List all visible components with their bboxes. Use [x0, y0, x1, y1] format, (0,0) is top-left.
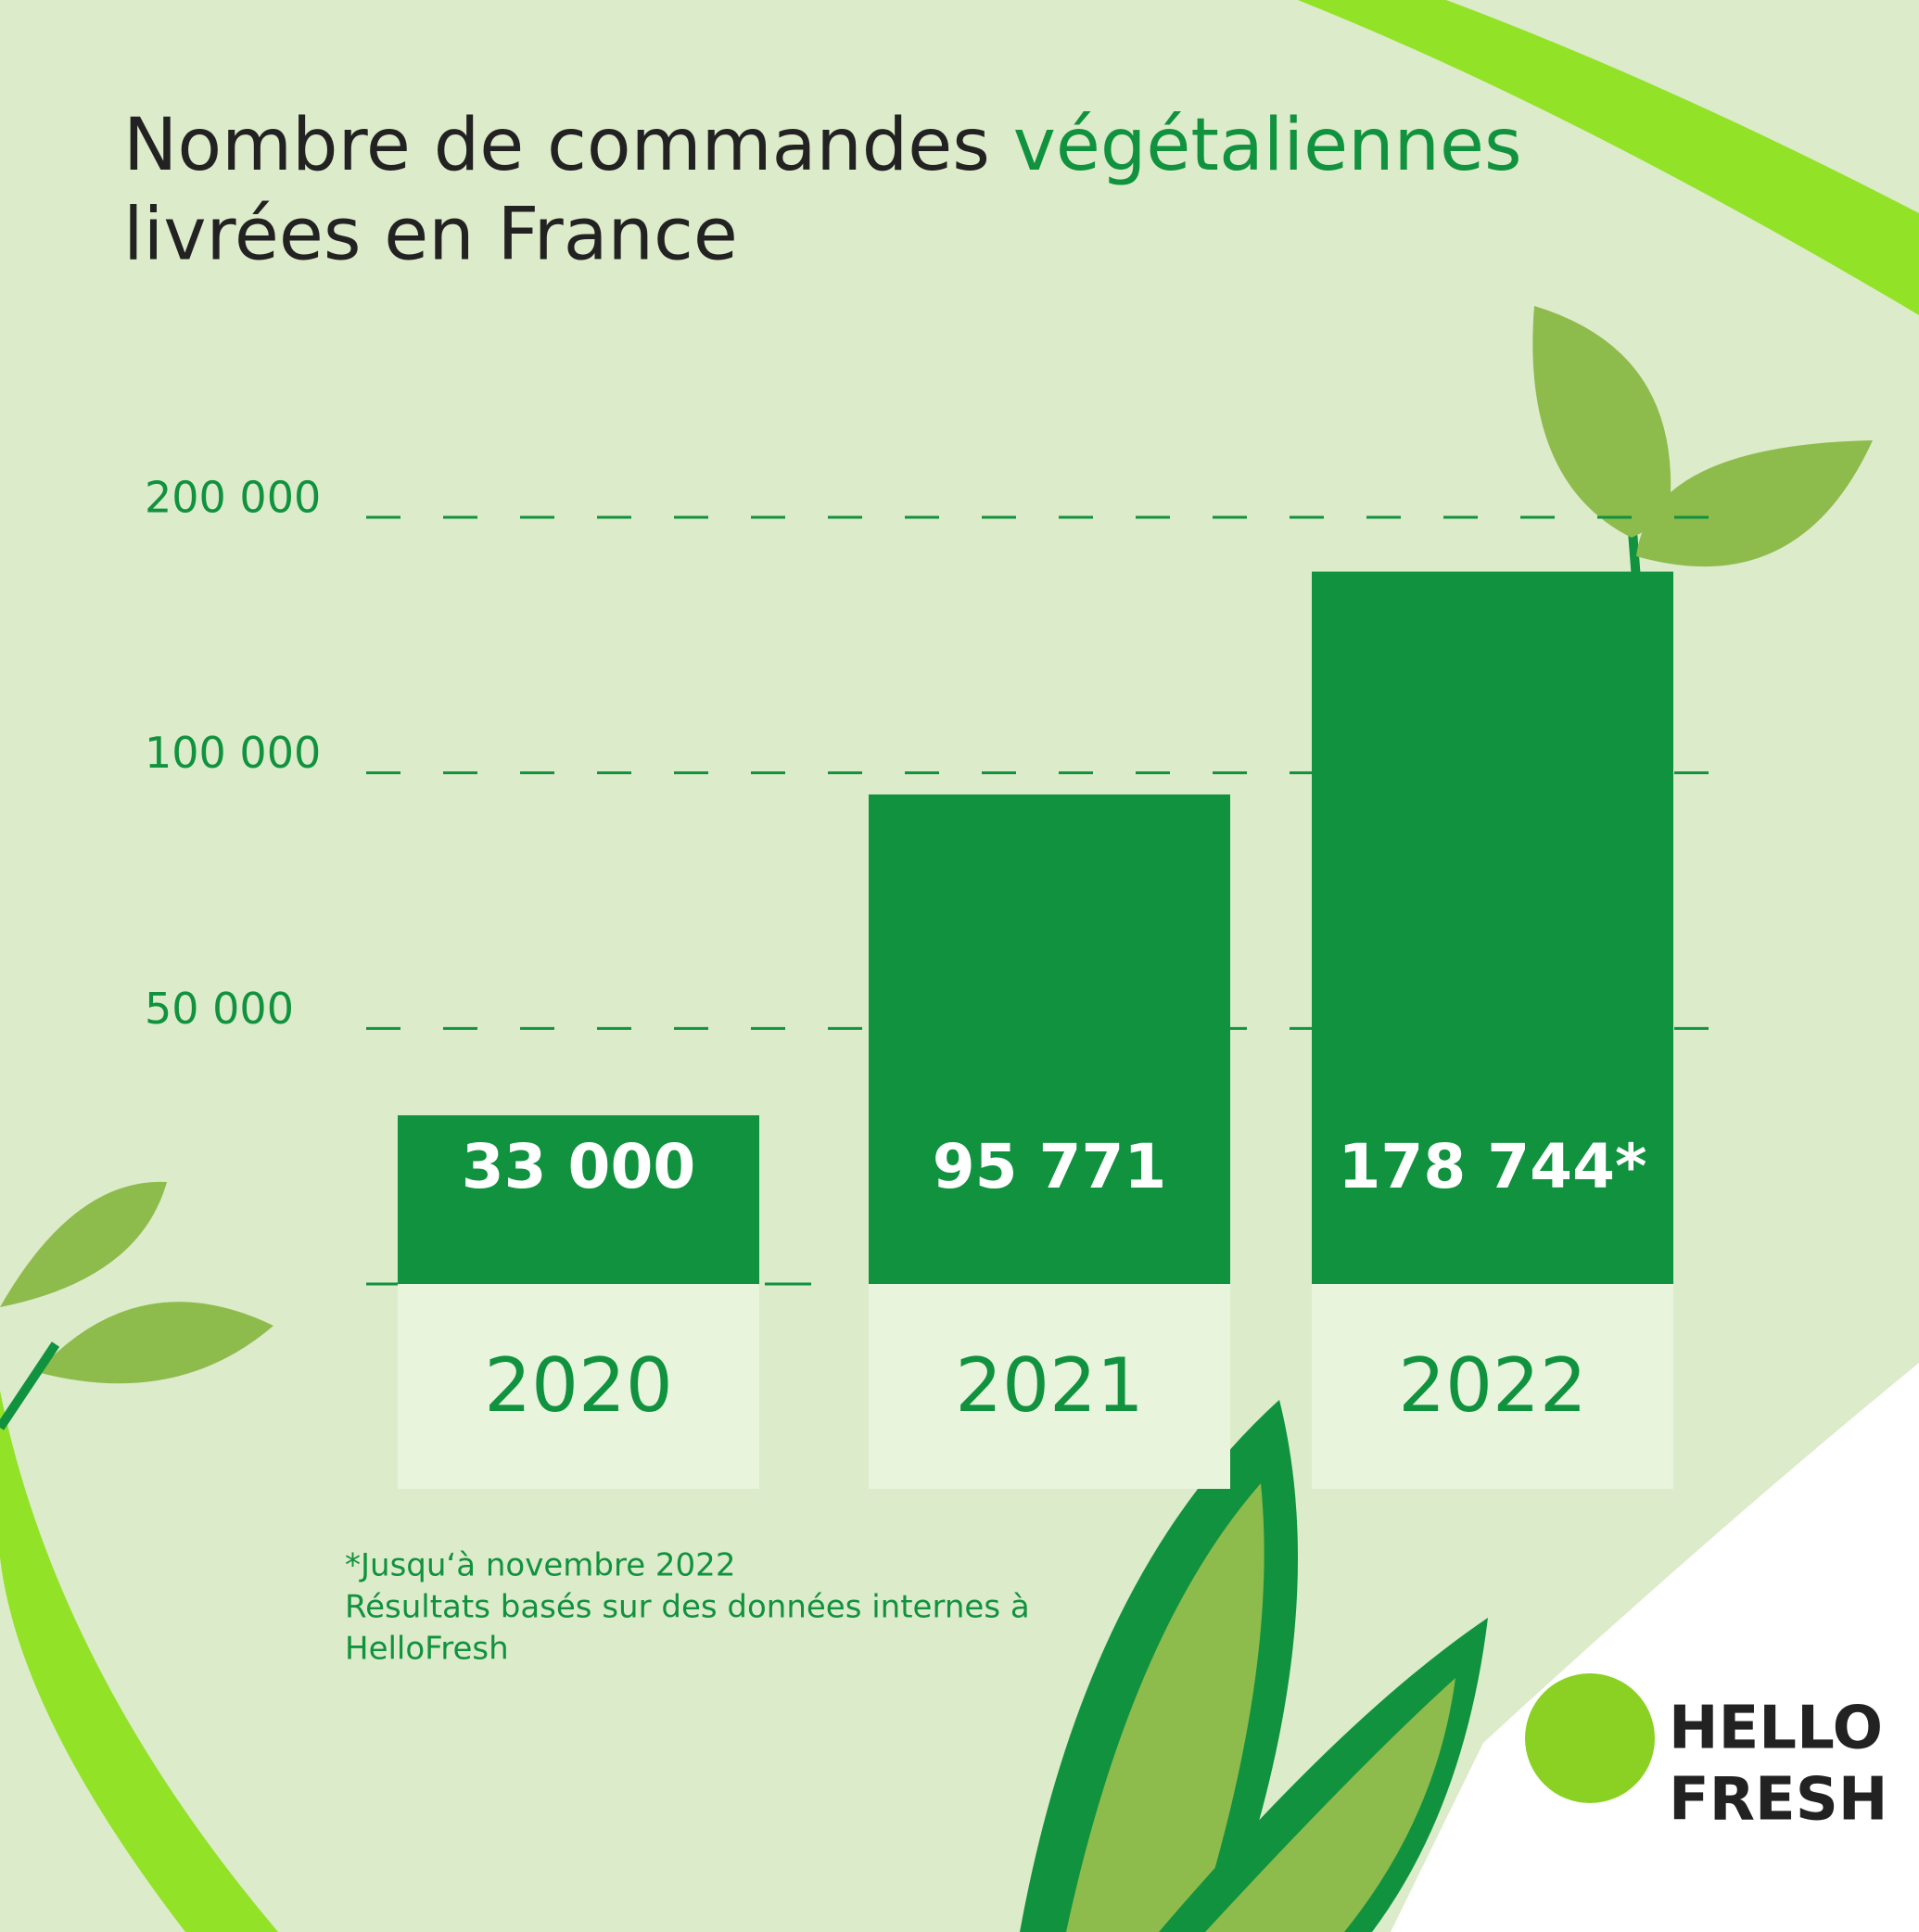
logo-text: HELLO — [1669, 1695, 1883, 1763]
title-highlight: végétaliennes — [1013, 104, 1522, 187]
title-line: Nombre de commandes — [123, 104, 990, 187]
value-label: 95 771 — [933, 1131, 1167, 1202]
logo-icon — [1525, 1673, 1655, 1803]
y-tick-label: 50 000 — [145, 984, 294, 1034]
footnote: *Jusqu‘à novembre 2022 — [345, 1547, 735, 1584]
brush-stroke — [0, 1391, 278, 1932]
white-corner — [1391, 1363, 1919, 1932]
bar — [398, 1115, 759, 1284]
x-tick-label: 2022 — [1398, 1342, 1587, 1429]
value-label: 178 744* — [1338, 1131, 1646, 1202]
brush-stroke — [1298, 0, 1919, 315]
pea-pods — [1020, 1400, 1488, 1932]
y-tick-label: 100 000 — [145, 728, 321, 778]
chart-title: Nombre de commandes végétaliennes — [123, 104, 1522, 187]
chart-title: livrées en France — [123, 193, 738, 276]
logo-text: FRESH — [1669, 1766, 1887, 1835]
bar — [869, 794, 1230, 1284]
leaves-top — [1532, 306, 1873, 580]
year-box — [398, 1284, 759, 1489]
y-tick-label: 200 000 — [145, 473, 321, 523]
value-label: 33 000 — [462, 1131, 696, 1202]
footnote: Résultats basés sur des données internes… — [345, 1589, 1030, 1626]
x-tick-label: 2020 — [484, 1342, 673, 1429]
bar — [1312, 571, 1673, 1284]
year-box — [869, 1284, 1230, 1489]
leaves-left — [0, 1181, 273, 1430]
footnote: HelloFresh — [345, 1631, 509, 1668]
x-tick-label: 2021 — [955, 1342, 1144, 1429]
year-box — [1312, 1284, 1673, 1489]
